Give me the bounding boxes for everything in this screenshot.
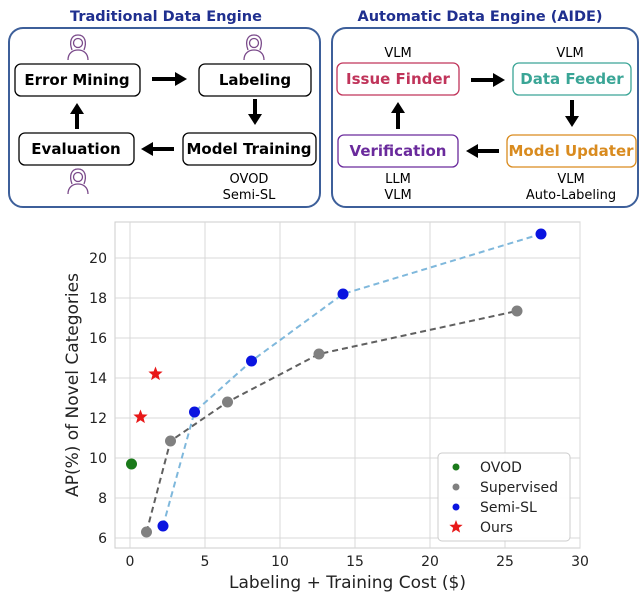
supervised-point	[165, 435, 176, 447]
data-feeder-box	[512, 62, 632, 96]
supervised-point	[511, 305, 523, 317]
issue-finder-note: VLM	[384, 46, 411, 61]
legend-marker-semi-sl	[452, 503, 460, 511]
ours-point	[148, 366, 163, 381]
y-axis-ticks: 6 8 10 12 14 16 18 20	[89, 251, 107, 547]
semi-sl-point	[246, 355, 257, 367]
y-tick-label: 8	[98, 491, 107, 507]
x-tick-label: 10	[271, 554, 289, 570]
verification-note-llm: LLM	[385, 172, 411, 187]
aide-panel-border	[331, 27, 639, 208]
traditional-note-semisl: Semi-SL	[223, 188, 276, 203]
x-axis-ticks: 0 5 10 15 20 25 30	[126, 554, 589, 570]
y-tick-label: 18	[89, 291, 107, 307]
x-tick-label: 30	[571, 554, 589, 570]
model-updater-note-autolabel: Auto-Labeling	[526, 188, 616, 203]
legend-box	[437, 452, 571, 542]
semi-sl-point	[189, 406, 200, 418]
supervised-point	[141, 526, 152, 538]
x-axis-label: Labeling + Training Cost ($)	[229, 573, 466, 592]
legend-label-ovod: OVOD	[480, 460, 522, 476]
semi-sl-point	[337, 288, 349, 300]
model-training-box	[182, 132, 317, 166]
y-axis-label: AP(%) of Novel Categories	[63, 273, 83, 497]
y-tick-label: 20	[89, 251, 107, 267]
labeling-box	[198, 63, 312, 97]
error-mining-box	[14, 63, 141, 97]
supervised-point	[313, 348, 325, 360]
x-tick-label: 25	[496, 554, 514, 570]
issue-finder-label: Issue Finder	[346, 70, 450, 88]
legend-marker-ours	[449, 520, 463, 533]
evaluation-box	[18, 132, 135, 166]
person-icon	[67, 168, 89, 195]
legend-label-supervised: Supervised	[480, 480, 558, 496]
model-training-label: Model Training	[187, 140, 312, 158]
arrow-right-icon	[471, 73, 505, 87]
arrow-down-icon	[565, 100, 579, 127]
verification-box	[337, 134, 459, 168]
arrow-down-icon	[248, 99, 262, 125]
x-tick-label: 15	[346, 554, 364, 570]
arrow-left-icon	[466, 144, 499, 158]
verification-note-vlm: VLM	[384, 188, 411, 203]
arrow-right-icon	[152, 72, 187, 86]
legend: OVOD Supervised Semi-SL Ours	[437, 452, 571, 542]
evaluation-label: Evaluation	[31, 140, 120, 158]
x-tick-label: 0	[126, 554, 135, 570]
model-updater-box	[506, 134, 637, 168]
arrow-up-icon	[391, 102, 405, 129]
aide-engine-panel: Automatic Data Engine (AIDE) VLM VLM Iss…	[331, 9, 639, 208]
semi-sl-point	[157, 520, 169, 532]
person-icon	[243, 34, 265, 61]
arrow-left-icon	[141, 142, 174, 156]
legend-marker-supervised	[452, 483, 460, 491]
person-icon	[67, 34, 89, 61]
aide-engine-title: Automatic Data Engine (AIDE)	[357, 9, 602, 25]
error-mining-label: Error Mining	[24, 71, 129, 89]
traditional-engine-panel: Traditional Data Engine Error Mining Lab…	[8, 9, 321, 208]
y-tick-label: 14	[89, 371, 107, 387]
x-tick-label: 20	[421, 554, 439, 570]
y-tick-label: 16	[89, 331, 107, 347]
y-tick-label: 12	[89, 411, 107, 427]
series-points	[126, 228, 547, 538]
ovod-point	[126, 458, 137, 470]
ap-vs-cost-chart: 0 5 10 15 20 25 30 6 8 10 12 14 16 18 20 Labeling + T…	[63, 221, 589, 592]
legend-marker-ovod	[452, 463, 460, 471]
semi-sl-point	[535, 228, 547, 240]
labeling-label: Labeling	[219, 71, 291, 89]
issue-finder-box	[336, 62, 460, 96]
x-tick-label: 5	[201, 554, 210, 570]
ours-point	[133, 409, 148, 424]
model-updater-label: Model Updater	[508, 142, 634, 160]
y-tick-label: 10	[89, 451, 107, 467]
legend-label-semi-sl: Semi-SL	[480, 500, 537, 516]
y-tick-label: 6	[98, 531, 107, 547]
traditional-panel-border	[8, 27, 321, 208]
arrow-up-icon	[70, 103, 84, 129]
supervised-point	[222, 396, 233, 408]
traditional-note-ovod: OVOD	[230, 172, 269, 187]
data-feeder-note: VLM	[556, 46, 583, 61]
verification-label: Verification	[350, 142, 447, 160]
data-feeder-label: Data Feeder	[520, 70, 624, 88]
model-updater-note-vlm: VLM	[557, 172, 584, 187]
traditional-engine-title: Traditional Data Engine	[70, 9, 262, 25]
legend-label-ours: Ours	[480, 520, 513, 536]
